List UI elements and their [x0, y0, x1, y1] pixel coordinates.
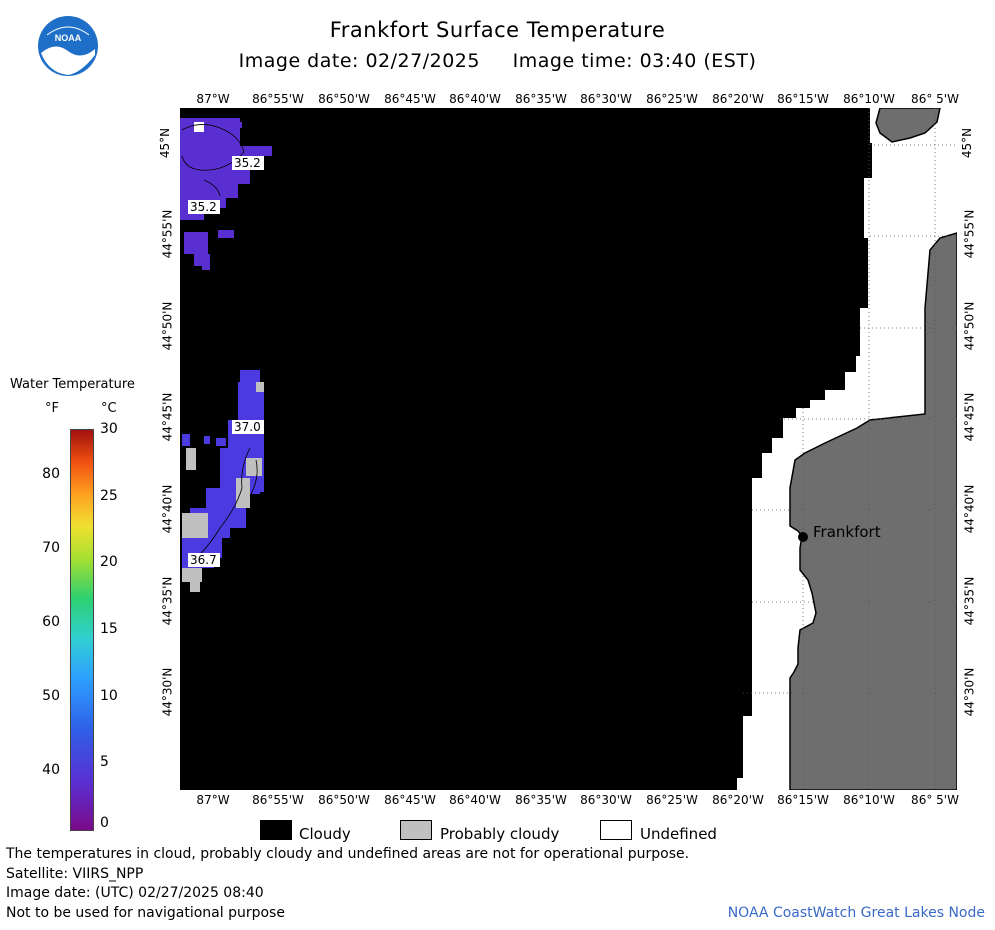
- lon-label: 87°W: [196, 92, 230, 106]
- lon-label: 86°15'W: [777, 92, 829, 106]
- lon-label: 86°45'W: [384, 793, 436, 807]
- lon-label: 86°20'W: [712, 92, 764, 106]
- f-tick-label: 50: [42, 688, 60, 704]
- lon-label: 86°25'W: [646, 793, 698, 807]
- lon-label: 86° 5'W: [911, 793, 959, 807]
- lon-label: 86°10'W: [843, 92, 895, 106]
- lon-label: 86°40'W: [449, 92, 501, 106]
- lon-label: 86°15'W: [777, 793, 829, 807]
- lon-label: 86°40'W: [449, 793, 501, 807]
- key-swatch-cloudy: [260, 820, 292, 840]
- noaa-logo: NOAA: [38, 16, 98, 76]
- lat-label: 44°50'N: [962, 301, 977, 351]
- unit-fahrenheit: °F: [45, 401, 59, 416]
- lat-label: 44°40'N: [160, 484, 175, 534]
- unit-celsius: °C: [101, 401, 117, 416]
- key-swatch-probably-cloudy: [400, 820, 432, 840]
- lat-label: 44°45'N: [962, 392, 977, 442]
- lat-label: 44°35'N: [962, 576, 977, 626]
- lat-label: 44°40'N: [962, 484, 977, 534]
- lat-label: 45°N: [158, 127, 173, 159]
- undefined-patch: [194, 122, 204, 132]
- f-tick-label: 70: [42, 540, 60, 556]
- legend-title: Water Temperature: [10, 377, 135, 392]
- nav-warning-text: Not to be used for navigational purpose: [6, 905, 285, 921]
- key-swatch-undefined: [600, 820, 632, 840]
- lat-label: 44°55'N: [160, 209, 175, 259]
- lat-label: 44°55'N: [962, 209, 977, 259]
- satellite-text: Satellite: VIIRS_NPP: [6, 866, 144, 882]
- lat-label: 44°30'N: [962, 667, 977, 717]
- contour-label: 35.2: [234, 156, 261, 170]
- lon-label: 86°50'W: [318, 793, 370, 807]
- f-tick-label: 40: [42, 762, 60, 778]
- lon-label: 86° 5'W: [911, 92, 959, 106]
- c-tick-label: 0: [100, 815, 109, 831]
- logo-text: NOAA: [55, 33, 82, 43]
- f-tick-label: 60: [42, 614, 60, 630]
- disclaimer-text: The temperatures in cloud, probably clou…: [6, 846, 690, 862]
- lon-label: 86°10'W: [843, 793, 895, 807]
- c-tick-label: 20: [100, 554, 118, 570]
- map-title: Frankfort Surface Temperature: [329, 18, 666, 42]
- lon-label: 86°30'W: [580, 92, 632, 106]
- c-tick-label: 30: [100, 421, 118, 437]
- lon-label: 86°55'W: [252, 793, 304, 807]
- c-tick-label: 25: [100, 488, 118, 504]
- lat-label: 44°45'N: [160, 392, 175, 442]
- utc-date-text: Image date: (UTC) 02/27/2025 08:40: [6, 885, 264, 901]
- lat-label: 44°50'N: [160, 301, 175, 351]
- credit-link[interactable]: NOAA CoastWatch Great Lakes Node: [727, 905, 985, 921]
- lon-label: 86°35'W: [515, 92, 567, 106]
- city-marker: [798, 532, 808, 542]
- key-label-undefined: Undefined: [640, 825, 717, 843]
- color-bar: [70, 429, 94, 831]
- lon-label: 86°45'W: [384, 92, 436, 106]
- graticule: [743, 108, 957, 790]
- key-label-probably-cloudy: Probably cloudy: [440, 825, 560, 843]
- c-tick-label: 15: [100, 621, 118, 637]
- city-label: Frankfort: [813, 523, 881, 541]
- probably-cloudy-patch: [182, 382, 264, 592]
- lon-label: 86°30'W: [580, 793, 632, 807]
- f-tick-label: 80: [42, 466, 60, 482]
- contour-lines-south: [189, 447, 258, 565]
- contour-label-group: 35.2 35.2 37.0 36.7: [188, 156, 264, 567]
- key-label-cloudy: Cloudy: [299, 825, 351, 843]
- lon-label: 86°35'W: [515, 793, 567, 807]
- contour-lines-north: [181, 124, 245, 197]
- lon-label: 86°50'W: [318, 92, 370, 106]
- water-temp-patch-north: [180, 118, 272, 270]
- c-tick-label: 10: [100, 688, 118, 704]
- lat-label: 44°30'N: [160, 667, 175, 717]
- c-tick-label: 5: [100, 754, 109, 770]
- contour-label: 36.7: [190, 553, 217, 567]
- lat-label: 44°35'N: [160, 576, 175, 626]
- temperature-map: 35.2 35.2 37.0 36.7 Frankfort: [180, 108, 957, 790]
- lon-label: 87°W: [196, 793, 230, 807]
- contour-label: 35.2: [190, 200, 217, 214]
- lon-label: 86°20'W: [712, 793, 764, 807]
- lon-label: 86°25'W: [646, 92, 698, 106]
- contour-label: 37.0: [234, 420, 261, 434]
- lon-label: 86°55'W: [252, 92, 304, 106]
- land-area-north: [875, 108, 941, 143]
- image-date-time: Image date: 02/27/2025 Image time: 03:40…: [238, 50, 757, 72]
- lat-label: 45°N: [960, 127, 975, 159]
- land-area: [789, 232, 957, 790]
